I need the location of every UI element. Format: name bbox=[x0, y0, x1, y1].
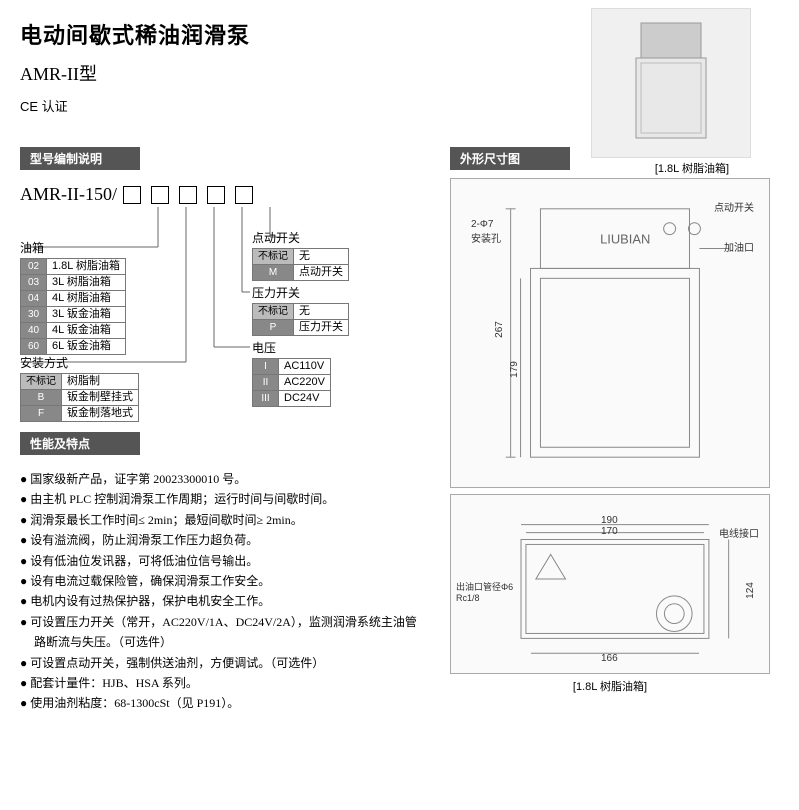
dim-h179: 179 bbox=[509, 361, 520, 378]
dim-h267: 267 bbox=[494, 321, 505, 338]
page-title: 电动间歇式稀油润滑泵 bbox=[20, 18, 250, 50]
svg-text:LIUBIAN: LIUBIAN bbox=[600, 232, 650, 247]
photo-caption: [1.8L 树脂油箱] bbox=[655, 160, 729, 176]
feature-item: 设有电流过载保险管，确保润滑泵工作安全。 bbox=[20, 571, 420, 591]
param-mount-table: 不标记树脂制 B钣金制壁挂式 F钣金制落地式 bbox=[20, 373, 139, 422]
dim-caption: [1.8L 树脂油箱] bbox=[450, 678, 770, 694]
code-box-2 bbox=[151, 186, 169, 204]
product-photo bbox=[591, 8, 751, 158]
feature-item: 使用油剂粘度：68-1300cSt（见 P191）。 bbox=[20, 693, 420, 713]
param-area: 油箱 021.8L 树脂油箱 033L 树脂油箱 044L 树脂油箱 303L … bbox=[20, 207, 420, 432]
section-features: 性能及特点 bbox=[20, 432, 140, 455]
feature-item: 可设置压力开关（常开，AC220V/1A、DC24V/2A），监测润滑系统主油管… bbox=[20, 612, 420, 653]
feature-item: 由主机 PLC 控制润滑泵工作周期；运行时间与间歇时间。 bbox=[20, 489, 420, 509]
feature-item: 设有低油位发讯器，可将低油位信号输出。 bbox=[20, 551, 420, 571]
param-tank-label: 油箱 bbox=[20, 239, 126, 256]
dim-jog-label: 点动开关 bbox=[714, 199, 754, 214]
section-dimensions: 外形尺寸图 bbox=[450, 147, 570, 170]
dim-w170: 170 bbox=[601, 526, 618, 537]
dim-w190: 190 bbox=[601, 515, 618, 526]
dim-w166: 166 bbox=[601, 653, 618, 664]
feature-item: 设有溢流阀，防止润滑泵工作压力超负荷。 bbox=[20, 530, 420, 550]
feature-item: 电机内设有过热保护器，保护电机安全工作。 bbox=[20, 591, 420, 611]
param-jog-table: 不标记无 M点动开关 bbox=[252, 248, 349, 281]
dimension-drawing-top: LIUBIAN 2-Φ7 安装孔 点动开关 加油口 267 179 bbox=[450, 178, 770, 488]
param-voltage-label: 电压 bbox=[252, 339, 331, 356]
param-pressure-label: 压力开关 bbox=[252, 284, 349, 301]
code-box-4 bbox=[207, 186, 225, 204]
code-box-3 bbox=[179, 186, 197, 204]
section-model-code: 型号编制说明 bbox=[20, 147, 140, 170]
feature-item: 可设置点动开关，强制供送油剂，方便调试。（可选件） bbox=[20, 653, 420, 673]
param-voltage-table: IAC110V IIAC220V IIIDC24V bbox=[252, 358, 331, 407]
dimension-drawing-bottom: 190 170 166 124 电线接口 出油口管径Φ6 Rc1/8 bbox=[450, 494, 770, 674]
feature-item: 国家级新产品，证字第 20023300010 号。 bbox=[20, 469, 420, 489]
feature-item: 润滑泵最长工作时间≤ 2min；最短间歇时间≥ 2min。 bbox=[20, 510, 420, 530]
feature-item: 配套计量件：HJB、HSA 系列。 bbox=[20, 673, 420, 693]
dim-hole-label: 2-Φ7 安装孔 bbox=[471, 219, 501, 245]
code-box-5 bbox=[235, 186, 253, 204]
param-mount-label: 安装方式 bbox=[20, 354, 139, 371]
param-pressure-table: 不标记无 P压力开关 bbox=[252, 303, 349, 336]
dim-cable-label: 电线接口 bbox=[719, 525, 759, 540]
param-jog-label: 点动开关 bbox=[252, 229, 349, 246]
code-box-1 bbox=[123, 186, 141, 204]
model-code-row: AMR-II-150/ bbox=[20, 184, 420, 205]
features-list: 国家级新产品，证字第 20023300010 号。 由主机 PLC 控制润滑泵工… bbox=[20, 469, 420, 714]
dim-h124: 124 bbox=[745, 582, 756, 599]
dim-outlet-label: 出油口管径Φ6 Rc1/8 bbox=[456, 580, 513, 603]
model-code-prefix: AMR-II-150/ bbox=[20, 184, 117, 205]
dim-fill-label: 加油口 bbox=[724, 239, 754, 254]
param-tank-table: 021.8L 树脂油箱 033L 树脂油箱 044L 树脂油箱 303L 钣金油… bbox=[20, 258, 126, 355]
